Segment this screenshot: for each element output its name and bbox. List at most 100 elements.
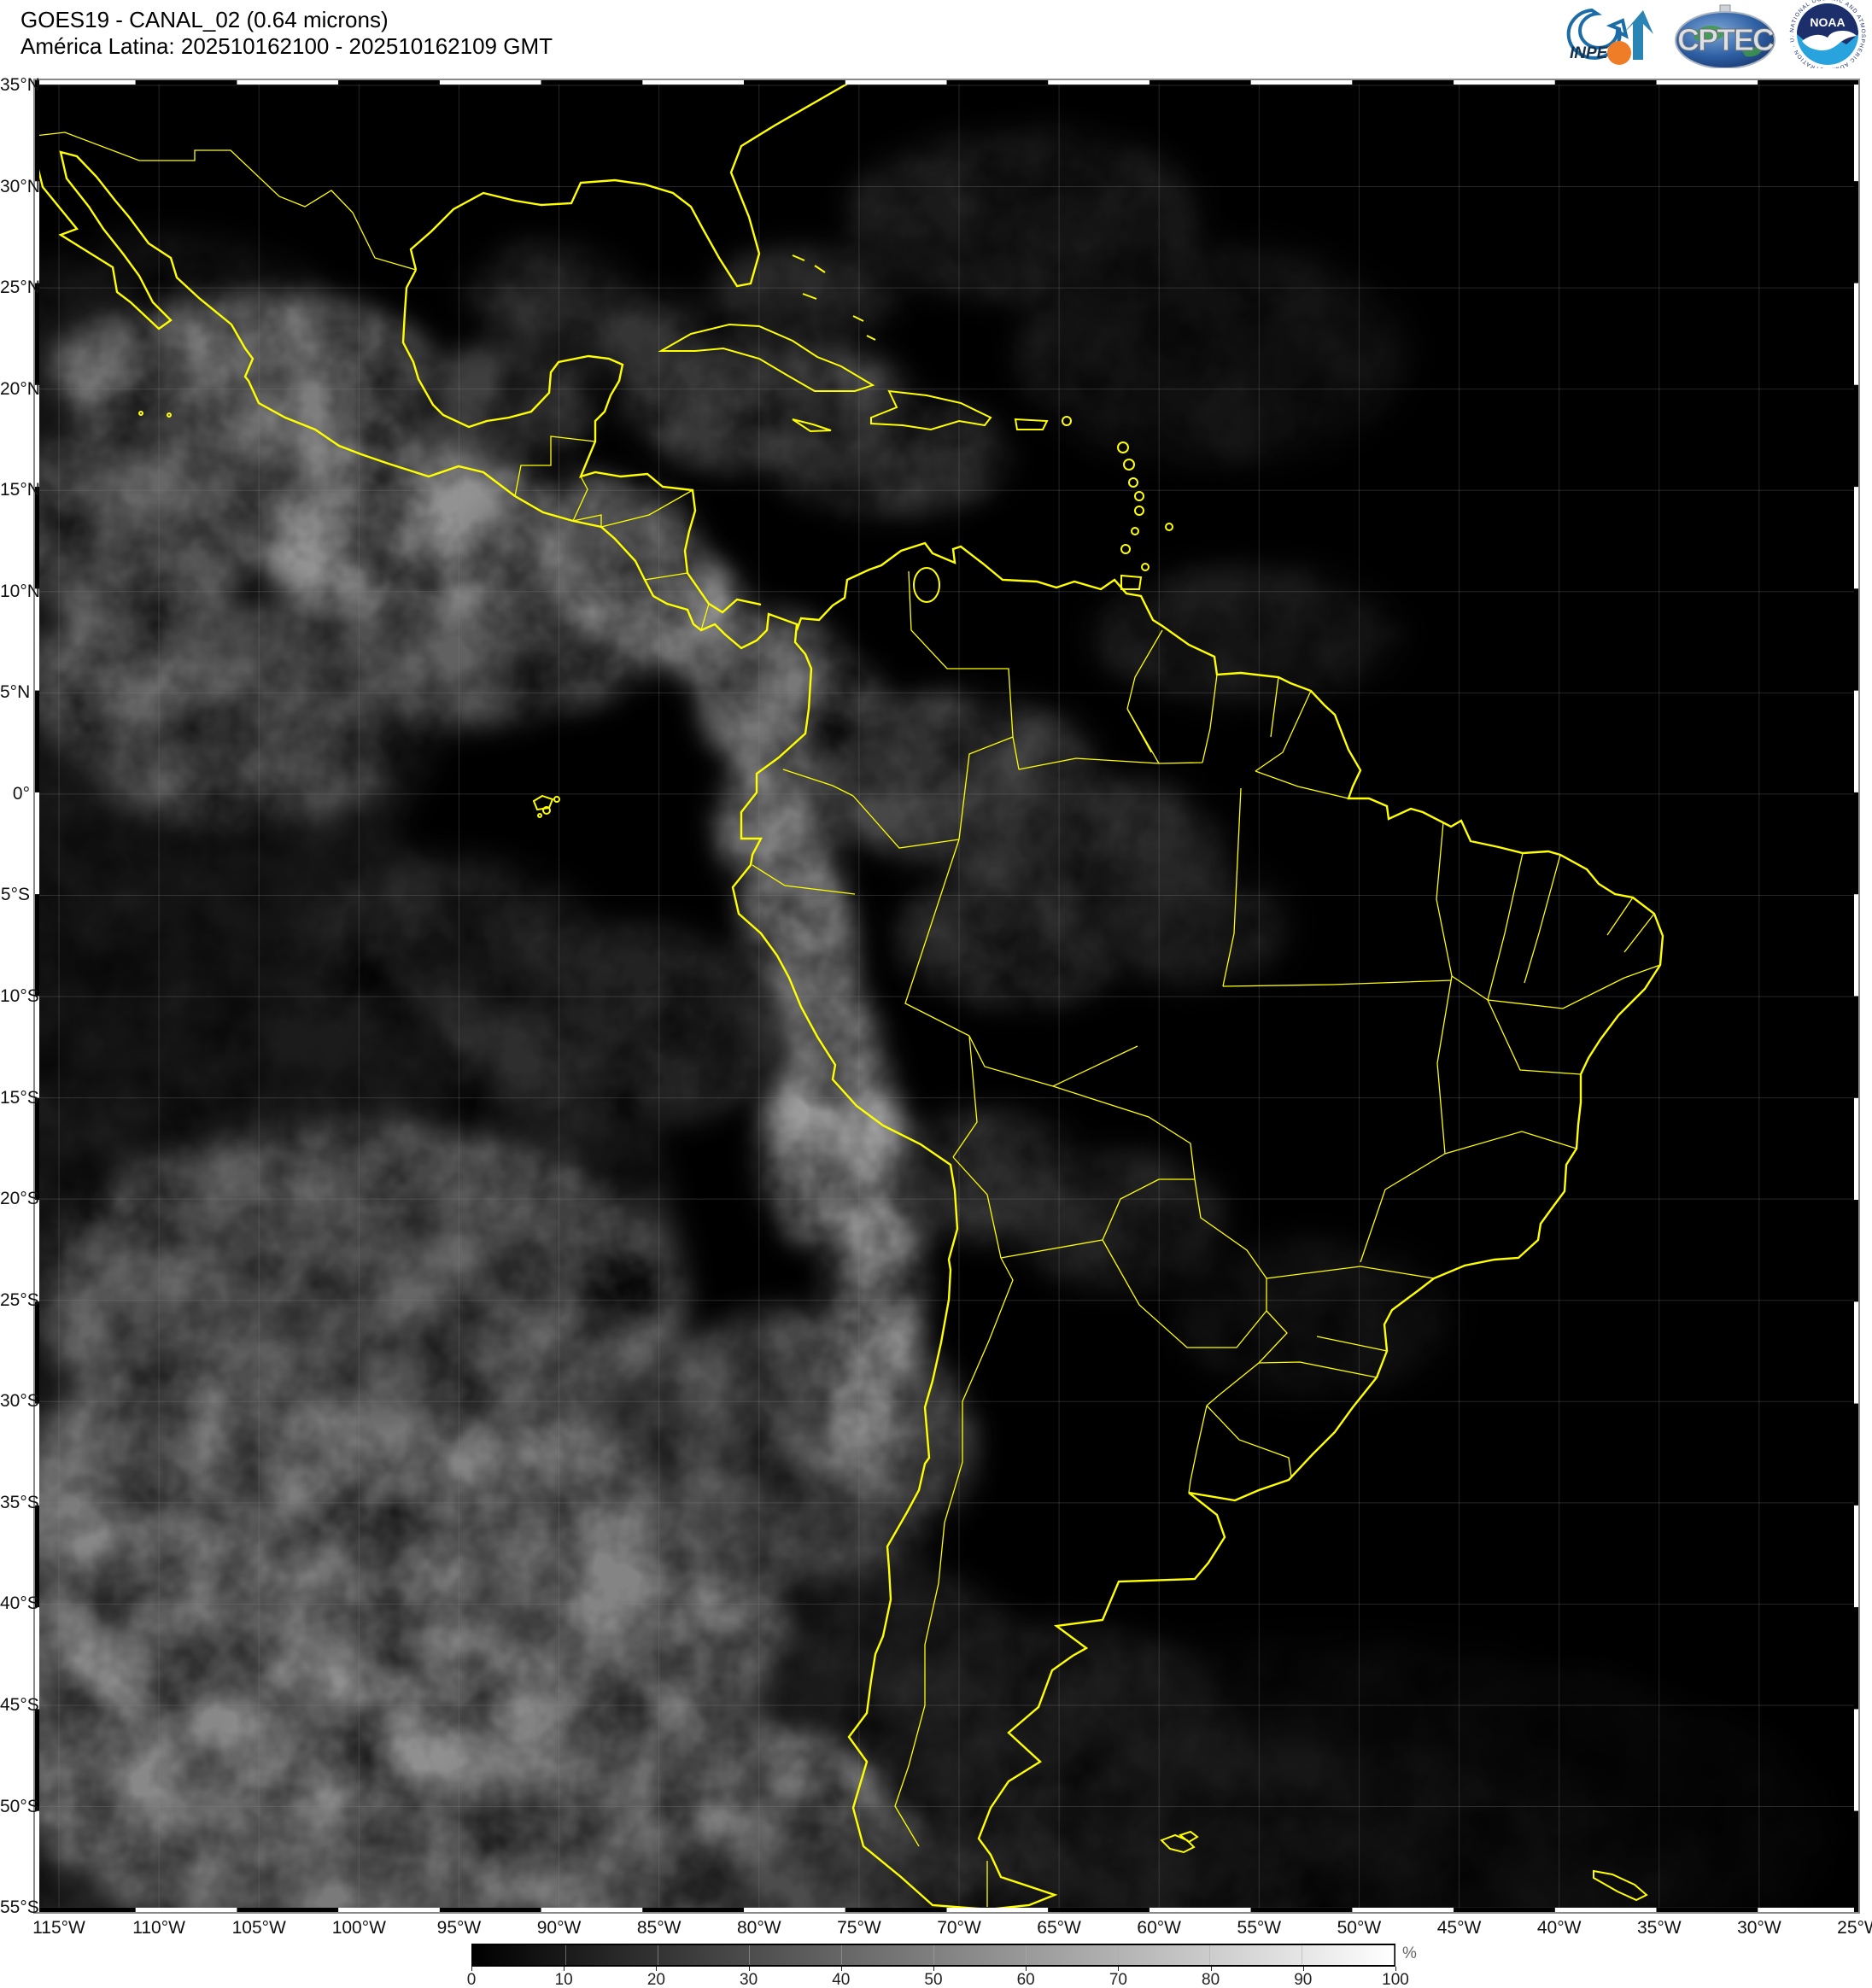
inpe-logo: INPE <box>1566 8 1653 65</box>
lon-label: 85°W <box>636 1918 682 1938</box>
page-subtitle: América Latina: 202510162100 - 202510162… <box>20 33 553 59</box>
antilles-island <box>1128 477 1138 488</box>
antilles-island <box>1123 459 1135 471</box>
satellite-map <box>0 79 1860 1988</box>
south-georgia-outline <box>1593 1869 1648 1902</box>
inpe-orange-ball-icon <box>1607 41 1631 65</box>
trinidad-outline <box>1120 574 1143 590</box>
colorbar-tick-mark <box>1395 1967 1396 1971</box>
revillagigedo-island <box>138 411 143 416</box>
colorbar-tick-mark <box>1210 1967 1212 1971</box>
galapagos-island <box>553 796 560 803</box>
colorbar-tick-label: 10 <box>554 1971 573 1988</box>
pacific-coast-americas <box>33 150 1664 1911</box>
colorbar-tick-mark <box>933 1967 934 1971</box>
colorbar-inner-tick <box>1117 1945 1119 1965</box>
antilles-island <box>1165 523 1173 531</box>
colorbar-tick-mark <box>840 1967 842 1971</box>
lon-label: 75°W <box>837 1918 881 1938</box>
lon-label: 60°W <box>1137 1918 1181 1938</box>
colorbar-tick-mark <box>564 1967 565 1971</box>
lat-label: 15°N <box>0 480 40 500</box>
us-mexico-border <box>34 132 417 271</box>
lon-label: 110°W <box>132 1918 185 1938</box>
lat-label: 35°N <box>0 75 40 95</box>
lat-label: 45°S <box>0 1694 39 1715</box>
lat-label: 35°S <box>0 1492 39 1512</box>
noaa-seagull-icon <box>1802 31 1857 51</box>
page-title: GOES19 - CANAL_02 (0.64 microns) <box>20 7 389 32</box>
lon-label: 55°W <box>1237 1918 1282 1938</box>
colorbar-tick-label: 0 <box>466 1971 477 1988</box>
borders-layer <box>34 132 1661 1907</box>
lon-label: 70°W <box>937 1918 981 1938</box>
lon-label: 80°W <box>736 1918 781 1938</box>
colorbar-tick-mark <box>471 1967 472 1971</box>
lon-label: 95°W <box>436 1918 482 1938</box>
colorbar-tick-mark <box>748 1967 750 1971</box>
colorbar-tick-label: 70 <box>1109 1971 1127 1988</box>
terminator-shading <box>34 79 1859 1913</box>
lake-maracaibo <box>913 567 940 603</box>
lat-label: 10°S <box>0 986 39 1007</box>
noaa-logo-label: NOAA <box>1810 15 1845 29</box>
lat-label: 25°S <box>0 1289 39 1310</box>
galapagos-island <box>537 813 542 818</box>
lon-label: 35°W <box>1636 1918 1682 1938</box>
colorbar-tick-mark <box>1026 1967 1027 1971</box>
colorbar-tick-label: 40 <box>832 1971 851 1988</box>
colorbar-tick-label: 50 <box>924 1971 943 1988</box>
colorbar-inner-tick <box>749 1945 751 1965</box>
colorbar-tick-label: 30 <box>740 1971 758 1988</box>
lat-label: 25°N <box>0 278 40 298</box>
lat-label: 50°S <box>0 1796 39 1816</box>
mexico-gulf-caribbean-coast <box>401 269 762 614</box>
antilles-island <box>1134 491 1144 501</box>
revillagigedo-island <box>167 412 172 418</box>
puerto-rico-outline <box>1014 418 1049 430</box>
antilles-island <box>1134 506 1144 516</box>
us-atlantic-gulf-coast <box>409 81 850 288</box>
antilles-island <box>1141 563 1150 571</box>
lon-label: 25°W <box>1837 1918 1872 1938</box>
galapagos-outline <box>532 794 554 811</box>
colorbar-tick-mark <box>1118 1967 1120 1971</box>
colorbar-inner-tick <box>565 1945 566 1965</box>
lon-label: 105°W <box>231 1918 286 1938</box>
cuba-outline <box>658 323 875 392</box>
colorbar-tick-label: 80 <box>1202 1971 1220 1988</box>
lat-label: 30°S <box>0 1391 39 1412</box>
lon-label: 40°W <box>1536 1918 1582 1938</box>
noaa-logo: NOAA NATIONAL OCEANIC AND ATMOSPHERIC AD… <box>1787 0 1865 68</box>
colorbar-inner-tick <box>933 1945 934 1965</box>
lat-label: 55°S <box>0 1897 39 1918</box>
cptec-logo: CPTEC <box>1675 4 1777 68</box>
lat-label: 10°N <box>0 581 40 601</box>
colorbar-tick-label: 60 <box>1016 1971 1035 1988</box>
galapagos-island <box>542 806 551 815</box>
colorbar-inner-tick <box>1209 1945 1211 1965</box>
lon-label: 30°W <box>1737 1918 1781 1938</box>
lat-label: 0° <box>12 783 30 804</box>
lat-label: 5°S <box>0 885 30 905</box>
map-frame <box>34 79 1859 1913</box>
islands-layer <box>138 254 1648 1925</box>
geography-layer <box>33 81 1664 1925</box>
brazil-state-borders <box>1052 708 1661 1378</box>
colorbar-unit-label: % <box>1402 1944 1417 1962</box>
lon-label: 100°W <box>331 1918 386 1938</box>
colorbar-inner-tick <box>841 1945 843 1965</box>
colorbar-inner-tick <box>1025 1945 1027 1965</box>
lat-label: 20°N <box>0 378 40 399</box>
bahamas-outline <box>792 254 876 341</box>
antilles-island <box>1131 527 1139 535</box>
satellite-image <box>0 79 1860 1988</box>
antilles-island <box>1062 416 1072 426</box>
colorbar-tick-label: 90 <box>1294 1971 1313 1988</box>
lat-label: 5°N <box>0 682 31 703</box>
title-block: GOES19 - CANAL_02 (0.64 microns) América… <box>20 7 553 60</box>
lon-label: 50°W <box>1337 1918 1382 1938</box>
lat-label: 40°S <box>0 1593 39 1614</box>
coastline-layer <box>33 81 1664 1911</box>
